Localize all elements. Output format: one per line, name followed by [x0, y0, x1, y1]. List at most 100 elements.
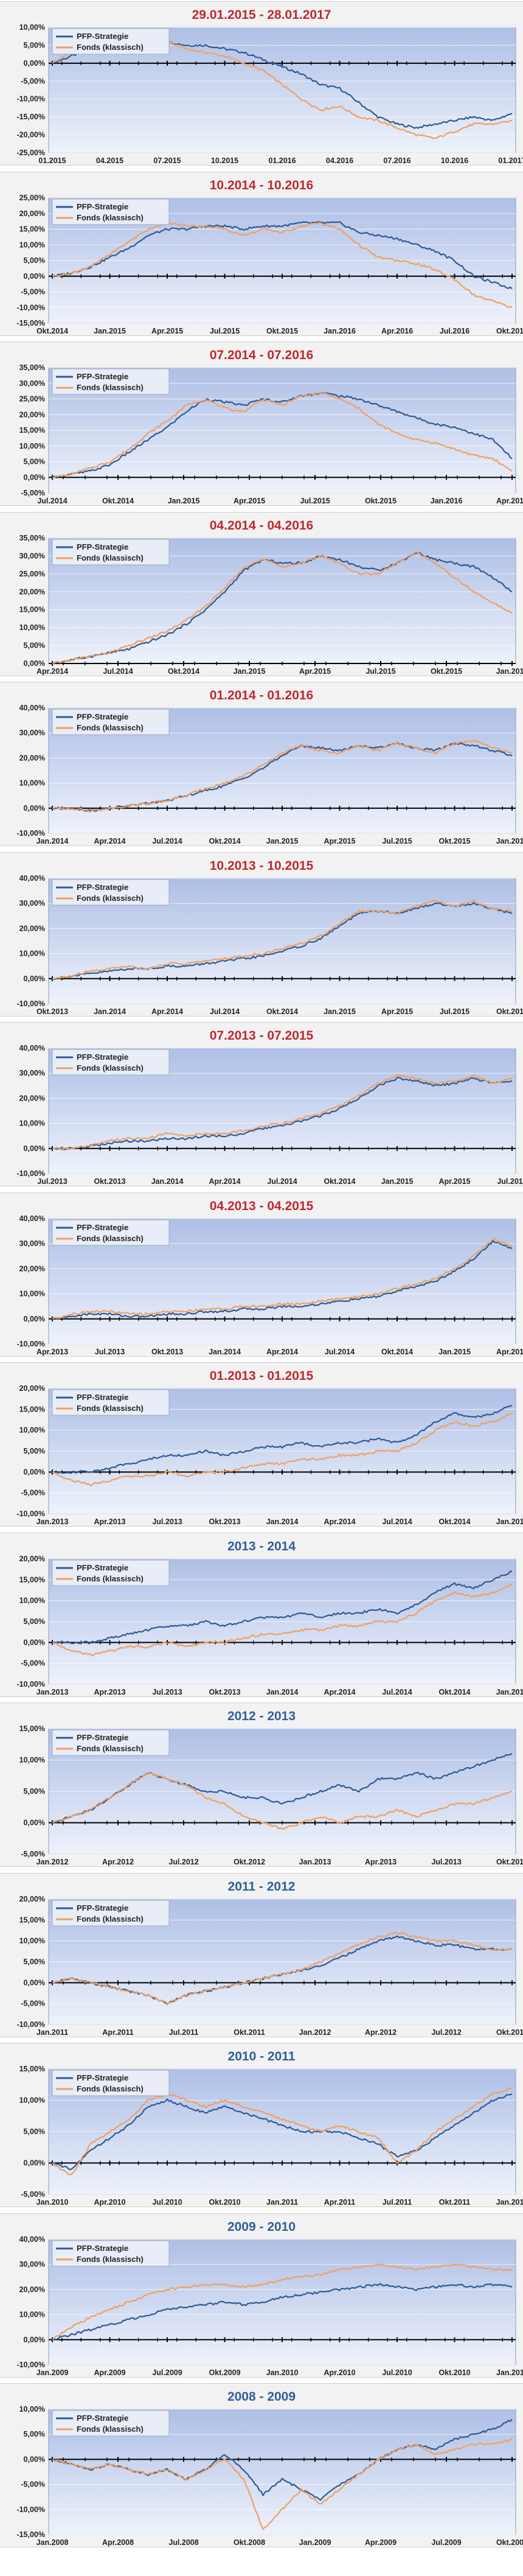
x-tick-label: Apr.2014 — [266, 1348, 298, 1356]
legend-label: PFP-Strategie — [77, 1563, 128, 1572]
chart-title: 07.2014 - 07.2016 — [209, 348, 314, 362]
y-tick-label: -10,00% — [16, 1169, 45, 1178]
x-tick-label: 04.2015 — [96, 156, 123, 165]
x-tick-label: Apr.2015 — [151, 327, 183, 335]
x-tick-label: Jul.2012 — [168, 1858, 198, 1866]
x-tick-label: Jan.2015 — [381, 1177, 414, 1186]
x-tick-label: Jan.2015 — [94, 327, 126, 335]
chart-title: 2009 - 2010 — [227, 2220, 296, 2234]
y-tick-label: -5,00% — [21, 1489, 45, 1497]
x-tick-label: Apr.2014 — [324, 1517, 355, 1526]
y-tick-label: -15,00% — [16, 2530, 45, 2539]
y-tick-label: 30,00% — [19, 899, 45, 908]
y-tick-label: 10,00% — [19, 623, 45, 632]
y-tick-label: 10,00% — [19, 1426, 45, 1435]
series-line — [52, 1931, 513, 2006]
y-tick-label: -5,00% — [21, 2190, 45, 2199]
x-tick-label: Jan.2015 — [234, 667, 266, 676]
legend-label: PFP-Strategie — [77, 2244, 128, 2253]
x-tick-label: Okt.2013 — [496, 1858, 523, 1866]
legend-label: Fonds (klassisch) — [77, 213, 144, 222]
series-line — [52, 1570, 512, 1645]
legend-label: Fonds (klassisch) — [77, 2424, 144, 2434]
chart-panel: 2013 - 2014 20,00% 15,00% 10,00% 5,00% 0,00% -… — [0, 1533, 523, 1697]
y-tick-label: -5,00% — [21, 489, 45, 497]
y-tick-label: 15,00% — [19, 1575, 45, 1584]
x-tick-label: Apr.2011 — [324, 2198, 355, 2207]
series-line — [52, 391, 513, 478]
x-tick-label: Jan.2010 — [266, 2368, 299, 2377]
x-tick-label: Jan.2012 — [36, 1858, 69, 1866]
chart-title: 10.2013 - 10.2015 — [209, 859, 314, 873]
x-tick-label: Okt.2015 — [431, 667, 462, 676]
legend-label: PFP-Strategie — [77, 1223, 128, 1232]
y-tick-label: 5,00% — [24, 41, 45, 49]
x-tick-label: Okt.2015 — [438, 837, 470, 845]
y-tick-label: 0,00% — [24, 659, 45, 668]
y-tick-label: -10,00% — [16, 1510, 45, 1518]
x-tick-label: Jan.2008 — [36, 2538, 69, 2547]
chart-panel: 07.2013 - 07.2015 40,00% 30,00% 20,00% 10,00… — [0, 1022, 523, 1186]
x-tick-label: Apr.2011 — [102, 2028, 133, 2037]
x-tick-label: Okt.2015 — [266, 327, 298, 335]
series-line — [52, 221, 513, 290]
y-tick-label: 10,00% — [19, 1756, 45, 1765]
y-tick-label: 20,00% — [19, 924, 45, 933]
x-tick-label: Apr.2012 — [365, 2028, 397, 2037]
x-tick-label: 01.2017 — [498, 156, 523, 165]
x-tick-label: Jul.2014 — [210, 1007, 240, 1016]
series-line — [52, 901, 513, 980]
legend-label: Fonds (klassisch) — [77, 1744, 144, 1753]
y-tick-label: 10,00% — [19, 2311, 45, 2319]
x-tick-label: Jul.2014 — [103, 667, 133, 676]
x-tick-label: Jul.2014 — [325, 1348, 355, 1356]
x-tick-label: 01.2015 — [38, 156, 66, 165]
y-tick-label: 0,00% — [24, 1315, 45, 1323]
y-tick-label: 15,00% — [19, 1724, 45, 1733]
x-tick-label: Okt.2011 — [439, 2198, 470, 2207]
chart-svg: 40,00%30,00%20,00%10,00%0,00%-10,00%Okt.… — [16, 874, 523, 1016]
chart-panel: 10.2013 - 10.2015 40,00% 30,00% 20,00% 10,00… — [0, 852, 523, 1017]
y-tick-label: 0,00% — [24, 473, 45, 481]
y-tick-label: 30,00% — [19, 729, 45, 737]
x-tick-label: Okt.2015 — [496, 1007, 523, 1016]
legend-label: Fonds (klassisch) — [77, 1574, 144, 1583]
y-tick-label: 0,00% — [24, 975, 45, 983]
y-tick-label: 5,00% — [24, 642, 45, 650]
x-tick-label: Jul.2016 — [440, 327, 469, 335]
x-tick-label: Jul.2015 — [210, 327, 240, 335]
y-tick-label: -5,00% — [21, 288, 45, 296]
x-tick-label: Jul.2013 — [152, 1517, 182, 1526]
x-tick-label: Apr.2015 — [496, 1348, 523, 1356]
x-tick-label: Okt.2013 — [209, 1517, 240, 1526]
chart-panel: 29.01.2015 - 28.01.2017 10,00% 5,00% 0,00% -… — [0, 1, 523, 166]
x-tick-label: Apr.2009 — [94, 2368, 125, 2377]
y-tick-label: 0,00% — [24, 2455, 45, 2463]
series-line — [52, 1413, 513, 1486]
legend-box — [52, 879, 170, 906]
x-tick-label: Jan.2016 — [496, 667, 523, 676]
legend-box — [52, 1389, 170, 1416]
legend-label: PFP-Strategie — [77, 1733, 128, 1742]
x-tick-label: Jul.2011 — [169, 2028, 199, 2037]
y-tick-label: 40,00% — [19, 704, 45, 712]
legend-box — [52, 539, 170, 565]
x-tick-label: Jan.2016 — [431, 497, 463, 505]
y-tick-label: -10,00% — [16, 829, 45, 838]
x-tick-label: Jan.2015 — [496, 1688, 523, 1696]
x-tick-label: Jan.2011 — [36, 2028, 68, 2037]
series-line — [52, 2438, 513, 2530]
y-tick-label: 20,00% — [19, 209, 45, 218]
legend-label: PFP-Strategie — [77, 1052, 128, 1062]
chart-svg: 40,00%30,00%20,00%10,00%0,00%-10,00%Apr.… — [16, 1214, 523, 1356]
legend-label: Fonds (klassisch) — [77, 894, 144, 903]
x-tick-label: Okt.2014 — [381, 1348, 413, 1356]
x-tick-label: Apr.2013 — [94, 1688, 125, 1696]
x-tick-label: Jul.2015 — [300, 497, 330, 505]
x-tick-label: Jul.2013 — [95, 1348, 125, 1356]
y-tick-label: -10,00% — [16, 2020, 45, 2029]
chart-svg: 35,00% 30,00% 25,00% 20,00% 15,00% 10,00% 5,00… — [19, 534, 523, 676]
x-tick-label: Okt.2013 — [94, 1177, 125, 1186]
chart-svg: 40,00%30,00%20,00%10,00%0,00%-10,00%Jul.… — [16, 1044, 523, 1186]
